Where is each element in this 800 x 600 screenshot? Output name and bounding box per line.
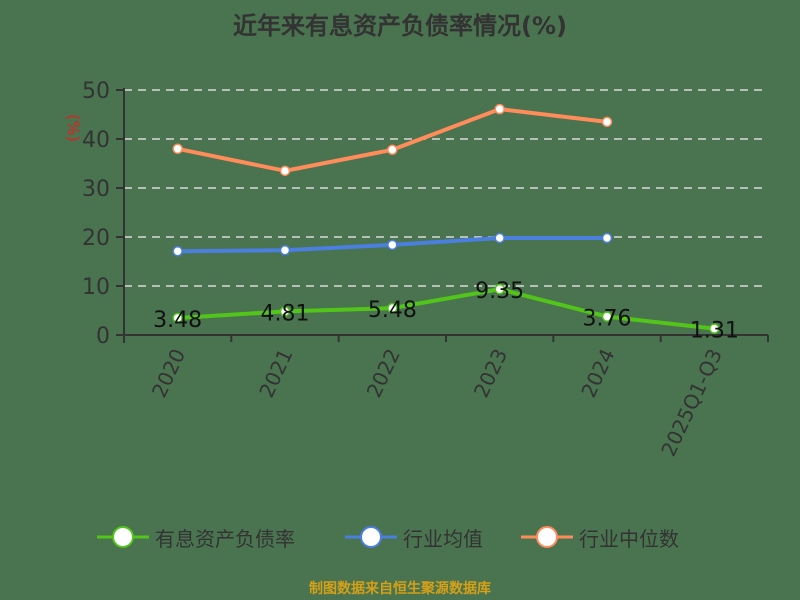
x-tick-label: 2025Q1-Q3 (656, 345, 727, 460)
legend-marker-blue-icon (345, 526, 397, 548)
data-point (601, 232, 613, 244)
legend-label: 有息资产负债率 (155, 526, 295, 551)
x-tick-label: 2020 (147, 345, 190, 401)
chart-title: 近年来有息资产负债率情况(%) (233, 12, 567, 40)
chart-legend: 有息资产负债率 行业均值 行业中位数 (0, 522, 800, 552)
y-tick-label: 30 (82, 177, 110, 202)
legend-item-industry-avg[interactable]: 行业均值 (345, 522, 483, 552)
data-point (494, 103, 505, 115)
data-point (387, 302, 398, 314)
x-tick-label: 2024 (576, 345, 619, 401)
y-tick-label: 40 (82, 128, 110, 153)
data-point (279, 306, 291, 317)
y-tick-label: 0 (96, 324, 110, 349)
data-point (387, 239, 398, 251)
x-tick-label: 2022 (362, 345, 405, 401)
source-footer: 制图数据来自恒生聚源数据库 (309, 581, 491, 597)
data-label: 9.35 (475, 279, 524, 304)
legend-marker-orange-icon (521, 526, 573, 548)
data-point (601, 116, 613, 128)
y-tick-label: 50 (82, 79, 110, 104)
series-debt-ratio-line (177, 287, 715, 331)
data-point (601, 311, 613, 322)
y-unit-label: (%) (64, 114, 83, 142)
series-industry-median-line (177, 107, 608, 173)
y-tick-label: 10 (82, 275, 110, 300)
y-tick-label: 20 (82, 226, 110, 251)
data-point (387, 144, 398, 156)
legend-marker-green-icon (97, 526, 149, 548)
data-label: 4.81 (261, 301, 310, 326)
legend-item-debt-ratio[interactable]: 有息资产负债率 (97, 522, 295, 552)
data-point (279, 165, 291, 177)
data-point (709, 323, 720, 334)
legend-label: 行业中位数 (579, 526, 679, 551)
data-label: 5.48 (368, 298, 417, 323)
data-point (172, 143, 183, 155)
data-point (172, 312, 183, 324)
data-point (279, 244, 291, 256)
x-tick-label: 2021 (254, 345, 297, 401)
legend-item-industry-median[interactable]: 行业中位数 (521, 522, 679, 552)
data-label: 1.31 (690, 319, 739, 344)
legend-label: 行业均值 (403, 526, 483, 551)
data-point (494, 283, 505, 295)
data-point (494, 232, 505, 244)
data-point (172, 245, 183, 257)
data-label: 3.48 (153, 308, 202, 333)
x-tick-label: 2023 (469, 345, 512, 401)
data-label: 3.76 (583, 307, 632, 332)
